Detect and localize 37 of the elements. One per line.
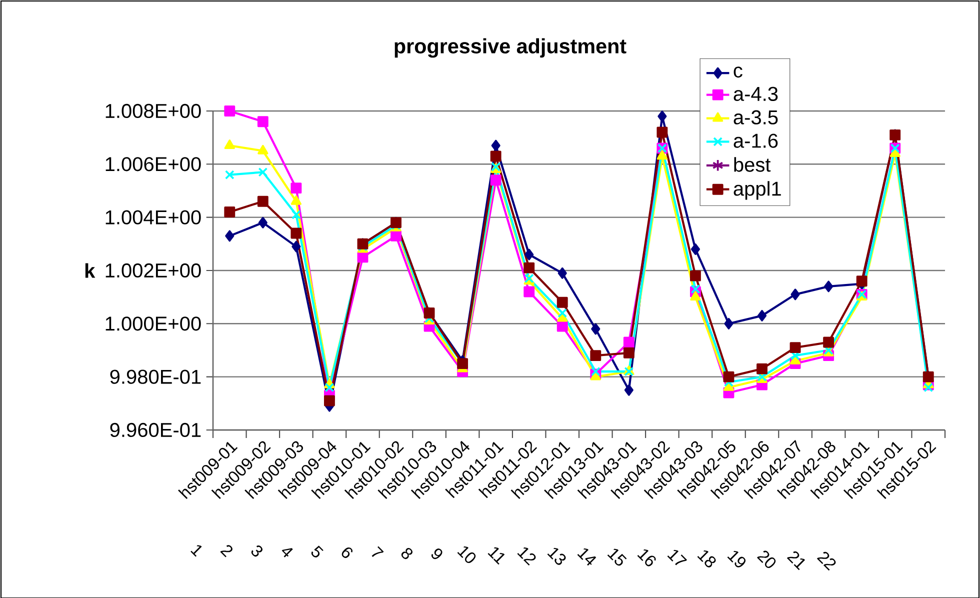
- text: 9: [431, 548, 442, 560]
- legend-label: c: [734, 66, 742, 78]
- text: 11: [488, 547, 505, 565]
- text: 15: [607, 548, 627, 566]
- y-tick-label: 9.980E-01: [110, 370, 201, 384]
- text: 14: [577, 548, 596, 566]
- text: 22: [816, 552, 836, 571]
- legend-label: best: [734, 157, 771, 172]
- text: 4: [282, 548, 293, 558]
- text: 18: [697, 550, 716, 568]
- text: 19: [727, 550, 746, 568]
- legend-label: a-3.5: [734, 110, 778, 124]
- text: 10: [457, 546, 476, 564]
- y-tick-label: 1.006E+00: [106, 157, 201, 172]
- y-tick-label: 9.960E-01: [110, 422, 201, 438]
- text: 8: [401, 548, 412, 560]
- legend-label: a-4.3: [734, 86, 778, 102]
- legend-label: a-1.6: [734, 134, 778, 148]
- y-tick-label: 1.000E+00: [106, 316, 201, 331]
- chart-title: progressive adjustment: [394, 38, 626, 58]
- text: 5: [311, 546, 324, 558]
- text: 3: [251, 545, 262, 557]
- text: 6: [342, 547, 353, 558]
- text: 12: [517, 547, 536, 566]
- text: 20: [756, 550, 776, 568]
- y-tick-label: 1.004E+00: [106, 210, 201, 224]
- legend-label: appl1: [734, 181, 781, 200]
- text: 2: [220, 545, 232, 558]
- y-tick-label: 1.002E+00: [106, 263, 201, 278]
- y-axis-title: k: [85, 263, 96, 278]
- text: 7: [372, 546, 384, 557]
- text: 17: [667, 550, 688, 566]
- text: 16: [637, 549, 656, 566]
- y-tick-label: 1.008E+00: [106, 104, 201, 118]
- text: 21: [786, 551, 805, 570]
- text: 1: [190, 545, 202, 557]
- text: 13: [547, 548, 566, 565]
